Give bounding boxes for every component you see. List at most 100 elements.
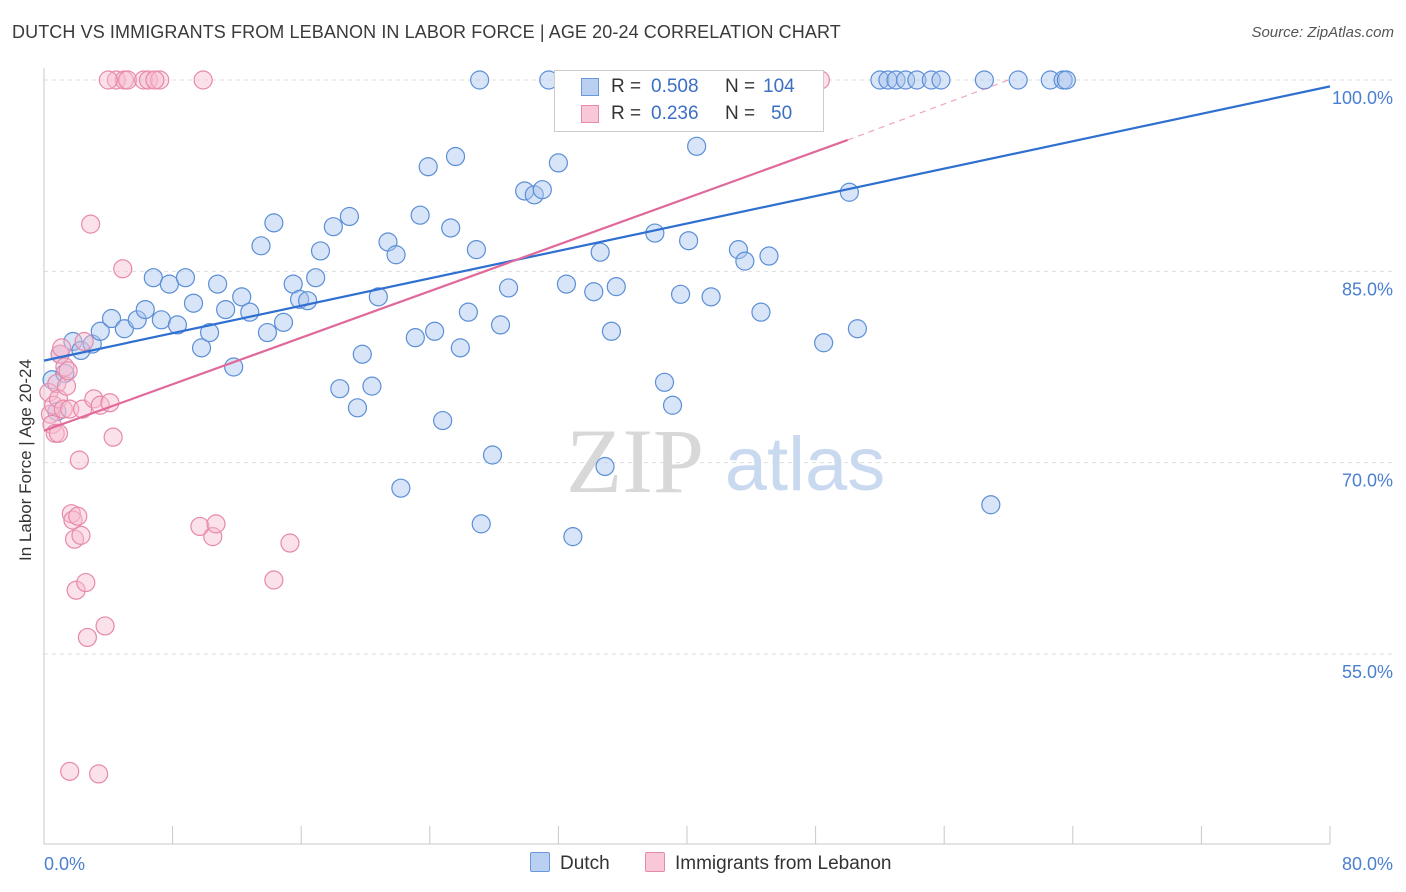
data-point <box>590 242 610 262</box>
data-point <box>134 70 154 90</box>
data-point <box>386 245 406 265</box>
data-point <box>77 627 98 648</box>
data-point <box>280 533 300 553</box>
series-legend: Dutch Immigrants from Lebanon <box>0 852 1406 878</box>
data-point <box>167 315 188 335</box>
data-point <box>199 322 220 343</box>
data-point <box>471 514 491 534</box>
data-point <box>548 153 569 173</box>
legend-swatch-dutch <box>530 852 550 872</box>
y-tick-label: 70.0% <box>1342 471 1393 491</box>
y-tick-label: 55.0% <box>1342 662 1393 682</box>
trend-line-1 <box>43 138 849 432</box>
data-point <box>1008 70 1028 90</box>
data-point <box>981 495 1001 515</box>
data-point <box>532 180 552 200</box>
data-point <box>306 268 326 288</box>
legend-swatch-dutch <box>581 78 599 96</box>
data-point <box>159 274 179 294</box>
data-point <box>323 217 343 237</box>
trend-line-0 <box>43 85 1331 362</box>
data-point <box>654 372 675 392</box>
data-point <box>257 322 278 343</box>
data-point <box>298 291 318 311</box>
data-point <box>203 527 223 547</box>
data-point <box>191 338 212 358</box>
legend-r-label: R = <box>611 76 642 97</box>
data-point <box>445 146 466 167</box>
data-point <box>886 70 906 90</box>
data-point <box>870 70 890 90</box>
data-point <box>662 395 683 415</box>
legend-row-dutch: R = 0.508 N = 104 <box>555 73 823 101</box>
data-point <box>58 361 78 381</box>
data-point <box>330 379 350 399</box>
data-point <box>458 302 478 322</box>
trend-lines <box>43 79 1331 432</box>
data-point <box>145 70 165 90</box>
data-point <box>224 357 244 377</box>
legend-row-lebanon: R = 0.236 N = 50 <box>555 100 823 128</box>
data-point <box>98 70 118 90</box>
data-point <box>81 214 101 234</box>
data-point <box>759 246 779 266</box>
data-point <box>69 450 89 470</box>
data-point <box>847 319 867 339</box>
data-point <box>339 206 360 227</box>
data-point <box>48 423 69 443</box>
data-point <box>466 240 487 260</box>
data-point <box>135 300 155 320</box>
data-point <box>251 236 271 256</box>
legend-swatch-lebanon <box>645 852 665 872</box>
data-point <box>138 70 159 90</box>
data-point <box>289 289 310 309</box>
legend-item-lebanon[interactable]: Immigrants from Lebanon <box>645 852 892 875</box>
data-point <box>728 240 749 260</box>
data-point <box>89 764 109 784</box>
data-point <box>362 376 382 396</box>
data-point <box>679 231 699 251</box>
y-tick-label: 85.0% <box>1342 279 1393 299</box>
data-point <box>95 616 115 636</box>
data-point <box>143 268 163 288</box>
data-point <box>71 525 91 545</box>
watermark: ZIP atlas <box>566 410 885 512</box>
correlation-legend: R = 0.508 N = 104 R = 0.236 N = 50 <box>554 70 824 132</box>
y-tick-label: 100.0% <box>1332 88 1393 108</box>
data-point <box>498 278 519 298</box>
data-point <box>56 376 77 396</box>
tick-labels: 55.0% 70.0% 85.0% 100.0% 0.0% 80.0% <box>44 88 1393 874</box>
legend-item-dutch[interactable]: Dutch <box>530 852 610 875</box>
data-point <box>563 527 583 547</box>
data-point <box>232 287 252 307</box>
legend-label-dutch: Dutch <box>560 853 610 874</box>
data-point <box>584 282 604 302</box>
data-point <box>974 70 994 90</box>
data-point <box>74 331 94 352</box>
data-point <box>735 251 755 271</box>
data-point <box>76 572 96 593</box>
data-point <box>127 310 147 330</box>
data-point <box>103 427 123 447</box>
data-point <box>470 70 490 90</box>
data-points <box>39 70 1076 784</box>
data-point <box>595 456 615 477</box>
data-point <box>206 514 226 534</box>
data-point <box>106 70 126 90</box>
x-tick-label-min: 0.0% <box>44 854 85 874</box>
data-point <box>450 338 470 358</box>
data-point <box>347 398 368 418</box>
data-point <box>418 157 438 177</box>
data-point <box>490 315 511 335</box>
data-point <box>208 274 228 294</box>
data-point <box>751 302 771 322</box>
data-point <box>113 259 133 279</box>
legend-swatch-lebanon <box>581 105 599 123</box>
data-point <box>368 287 388 307</box>
series-0 <box>42 70 1076 547</box>
data-point <box>482 445 503 465</box>
data-point <box>264 213 284 233</box>
data-point <box>90 321 110 341</box>
data-point <box>441 218 461 238</box>
data-point <box>433 410 453 431</box>
